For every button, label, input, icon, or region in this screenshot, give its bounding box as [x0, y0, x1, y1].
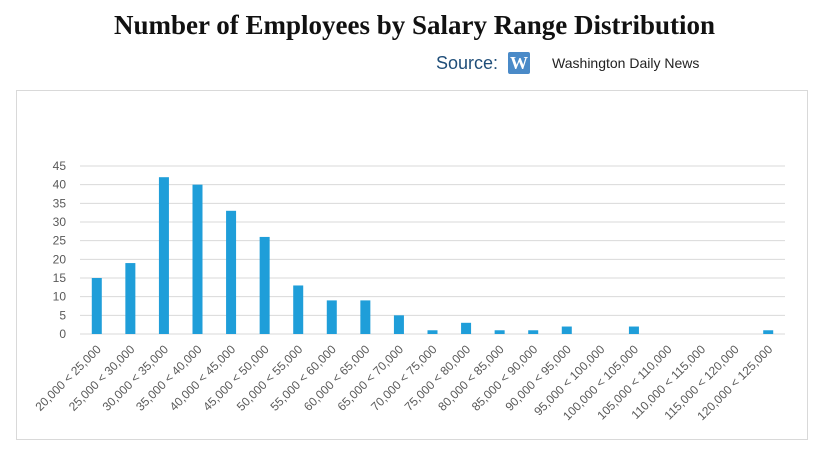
bar — [226, 210, 237, 334]
y-tick-label: 35 — [53, 196, 67, 210]
bar — [528, 330, 539, 334]
bar — [293, 285, 304, 334]
bar — [259, 236, 270, 334]
bar — [561, 326, 572, 334]
bar — [192, 184, 203, 334]
chart-area — [16, 90, 808, 440]
bar — [461, 322, 472, 334]
bar — [158, 177, 169, 334]
y-tick-label: 30 — [53, 215, 67, 229]
bar — [763, 330, 774, 334]
bar — [427, 330, 438, 334]
publisher-logo-icon: W — [508, 52, 531, 74]
y-axis-ticks: 0 5 10 15 20 25 30 35 40 45 — [53, 159, 67, 341]
bar — [628, 326, 639, 334]
bar — [125, 263, 136, 334]
y-tick-label: 5 — [59, 308, 66, 322]
y-tick-label: 40 — [53, 178, 67, 192]
y-tick-label: 20 — [53, 252, 67, 266]
publisher-name: Washington Daily News — [552, 55, 700, 71]
source-attribution: Source: W Washington Daily News — [436, 50, 699, 76]
bar — [360, 300, 371, 334]
y-tick-label: 15 — [53, 271, 67, 285]
y-tick-label: 0 — [59, 327, 66, 341]
bar — [326, 300, 337, 334]
bar — [91, 278, 102, 334]
bars — [91, 177, 774, 334]
chart-title: Number of Employees by Salary Range Dist… — [113, 10, 716, 40]
y-tick-label: 25 — [53, 234, 67, 248]
source-label: Source: — [436, 52, 499, 73]
gridlines — [80, 165, 785, 335]
bar — [393, 315, 404, 334]
y-tick-label: 45 — [53, 159, 67, 173]
y-tick-label: 10 — [53, 290, 67, 304]
bar — [494, 330, 505, 334]
